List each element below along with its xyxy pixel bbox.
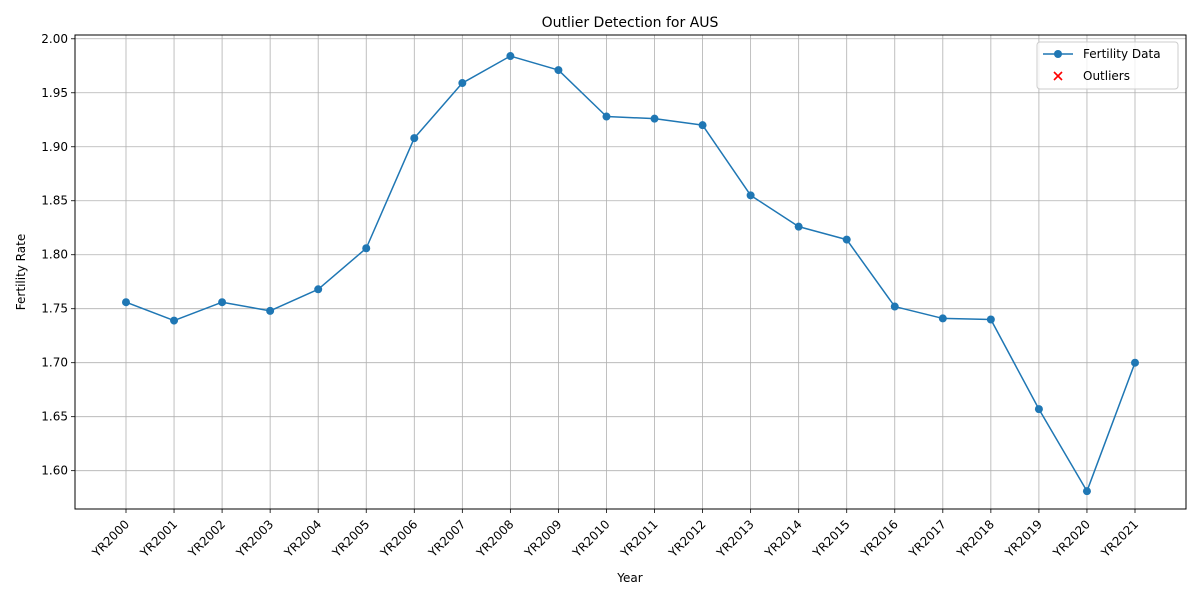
data-point [122,298,130,307]
data-point [362,244,371,253]
data-point [602,112,611,121]
data-point [1034,405,1043,414]
data-point [1131,358,1139,367]
data-point [266,306,275,315]
y-tick-label: 1.75 [41,302,68,316]
data-point [314,285,323,294]
x-axis-title: Year [616,571,642,585]
y-tick-label: 1.65 [41,410,68,424]
y-tick-label: 1.70 [41,356,68,370]
series-line-fertility [125,55,1136,492]
y-tick-label: 1.60 [41,464,68,478]
y-tick-label: 1.95 [41,86,68,100]
data-point [650,114,659,123]
y-tick-label: 1.85 [41,194,68,208]
data-point [842,235,851,244]
data-point [986,315,995,324]
data-point [794,222,803,231]
legend: Fertility Data Outliers [1036,41,1179,90]
legend-label-fertility: Fertility Data [1083,47,1161,61]
data-point [698,121,707,130]
data-point [1082,487,1091,496]
y-axis-title: Fertility Rate [14,234,28,310]
data-point [506,52,515,61]
y-ticks: 1.60 1.65 1.70 1.75 1.80 1.85 1.90 1.95 2.00 [41,32,75,478]
data-point [938,314,947,323]
y-tick-label: 1.80 [41,248,68,262]
series-layer [122,52,1139,496]
y-tick-label: 2.00 [41,32,68,46]
y-tick-label: 1.90 [41,140,68,154]
data-point [218,298,227,307]
chart-title: Outlier Detection for AUS [542,15,719,31]
data-point [890,302,899,311]
legend-label-outliers: Outliers [1083,69,1130,83]
data-point [554,66,563,75]
legend-outlier-swatch [1053,71,1063,81]
data-point [410,134,419,143]
plot-frame [74,34,1187,510]
grid [75,35,1186,509]
data-point [746,191,755,200]
legend-marker-swatch [1054,50,1062,58]
data-point [170,316,179,325]
data-point [458,79,467,88]
